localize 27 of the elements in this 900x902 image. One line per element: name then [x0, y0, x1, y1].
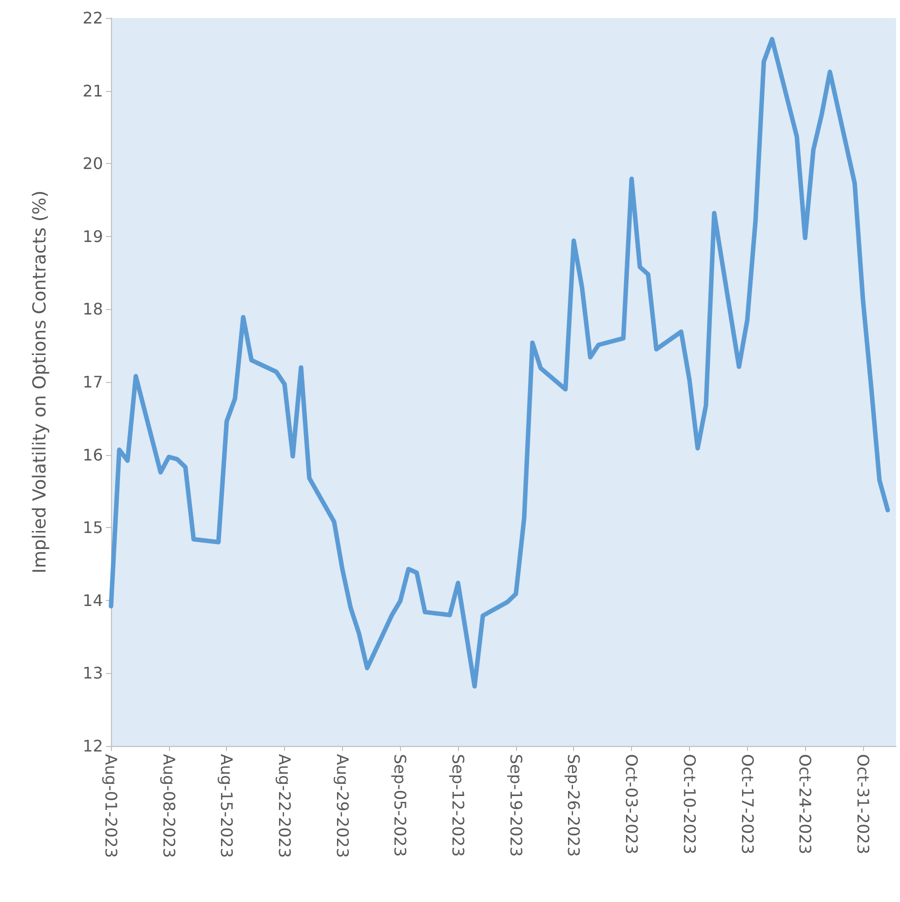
x-tick-label: Oct-10-2023	[680, 754, 699, 854]
x-tick-label: Oct-24-2023	[796, 754, 815, 854]
x-tick-label: Sep-26-2023	[564, 754, 584, 857]
x-tick-label: Sep-05-2023	[390, 754, 410, 857]
y-tick-label: 19	[82, 226, 103, 246]
y-tick-label: 12	[82, 736, 103, 756]
y-tick-label: 20	[82, 154, 103, 174]
y-tick-label: 13	[82, 664, 103, 683]
x-tick-label: Aug-22-2023	[275, 754, 294, 858]
x-tick-label: Sep-19-2023	[506, 754, 526, 857]
y-tick-label: 22	[82, 8, 103, 28]
x-tick-label: Aug-29-2023	[332, 754, 352, 858]
x-tick-label: Oct-03-2023	[622, 754, 642, 854]
y-tick-label: 15	[82, 518, 103, 538]
x-tick-label: Aug-15-2023	[217, 754, 236, 858]
y-axis-title: Implied Volatility on Options Contracts (%)	[30, 190, 50, 574]
x-tick-label: Sep-12-2023	[448, 754, 468, 857]
y-tick-label: 17	[82, 372, 103, 392]
x-tick-label: Oct-17-2023	[738, 754, 757, 854]
y-tick-label: 14	[82, 590, 103, 610]
x-tick-label: Oct-31-2023	[853, 754, 872, 854]
line-series	[108, 36, 890, 689]
x-tick-label: Aug-01-2023	[102, 754, 120, 858]
x-tick-label: Aug-08-2023	[159, 754, 178, 858]
y-tick-label: 16	[82, 445, 103, 464]
y-tick-label: 21	[82, 81, 103, 100]
y-tick-label: 18	[82, 300, 103, 319]
